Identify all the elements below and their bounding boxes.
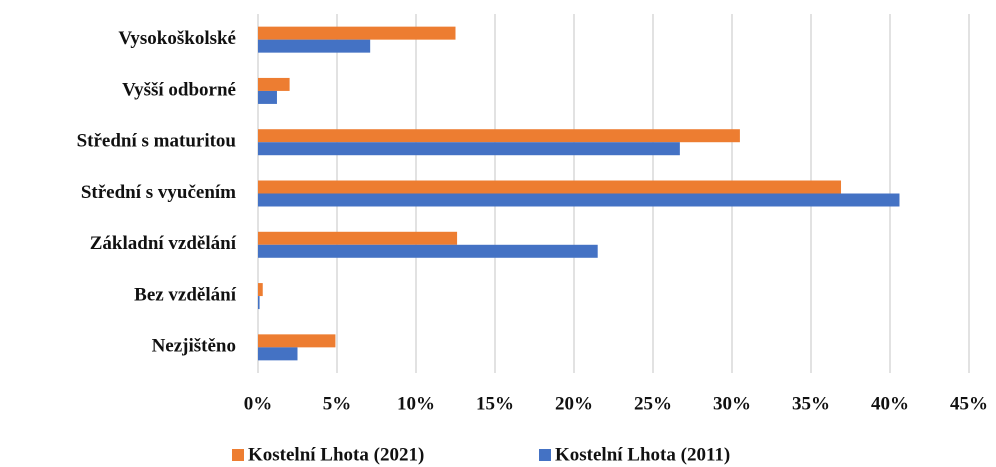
x-tick-label: 30% — [713, 393, 751, 414]
bar — [258, 180, 842, 194]
x-tick-label: 45% — [950, 393, 988, 414]
x-tick-label: 40% — [871, 393, 909, 414]
x-tick-label: 10% — [397, 393, 435, 414]
legend-swatch — [539, 449, 551, 461]
bar — [258, 142, 680, 156]
y-tick-label: Nezjištěno — [152, 336, 236, 357]
legend-swatch — [232, 449, 244, 461]
bar — [258, 347, 298, 361]
x-tick-label: 15% — [476, 393, 514, 414]
bar — [258, 39, 371, 53]
x-tick-label: 25% — [634, 393, 672, 414]
y-tick-label: Základní vzdělání — [90, 233, 237, 254]
bar — [258, 90, 277, 104]
bar — [258, 231, 458, 245]
x-tick-label: 5% — [323, 393, 352, 414]
legend-label: Kostelní Lhota (2011) — [555, 444, 730, 465]
bar — [258, 296, 260, 310]
bar — [258, 244, 598, 258]
bar — [258, 334, 336, 348]
y-tick-label: Střední s maturitou — [77, 131, 237, 152]
y-tick-label: Střední s vyučením — [81, 182, 236, 203]
x-tick-label: 0% — [244, 393, 273, 414]
bar — [258, 129, 740, 143]
legend-label: Kostelní Lhota (2021) — [248, 444, 424, 465]
y-tick-label: Bez vzdělání — [134, 284, 237, 305]
bar — [258, 283, 263, 297]
x-tick-label: 20% — [555, 393, 593, 414]
bar — [258, 26, 456, 40]
bar — [258, 193, 900, 207]
y-tick-label: Vysokoškolské — [118, 28, 236, 49]
bar — [258, 77, 290, 91]
y-tick-label: Vyšší odborné — [122, 79, 236, 100]
x-tick-label: 35% — [792, 393, 830, 414]
